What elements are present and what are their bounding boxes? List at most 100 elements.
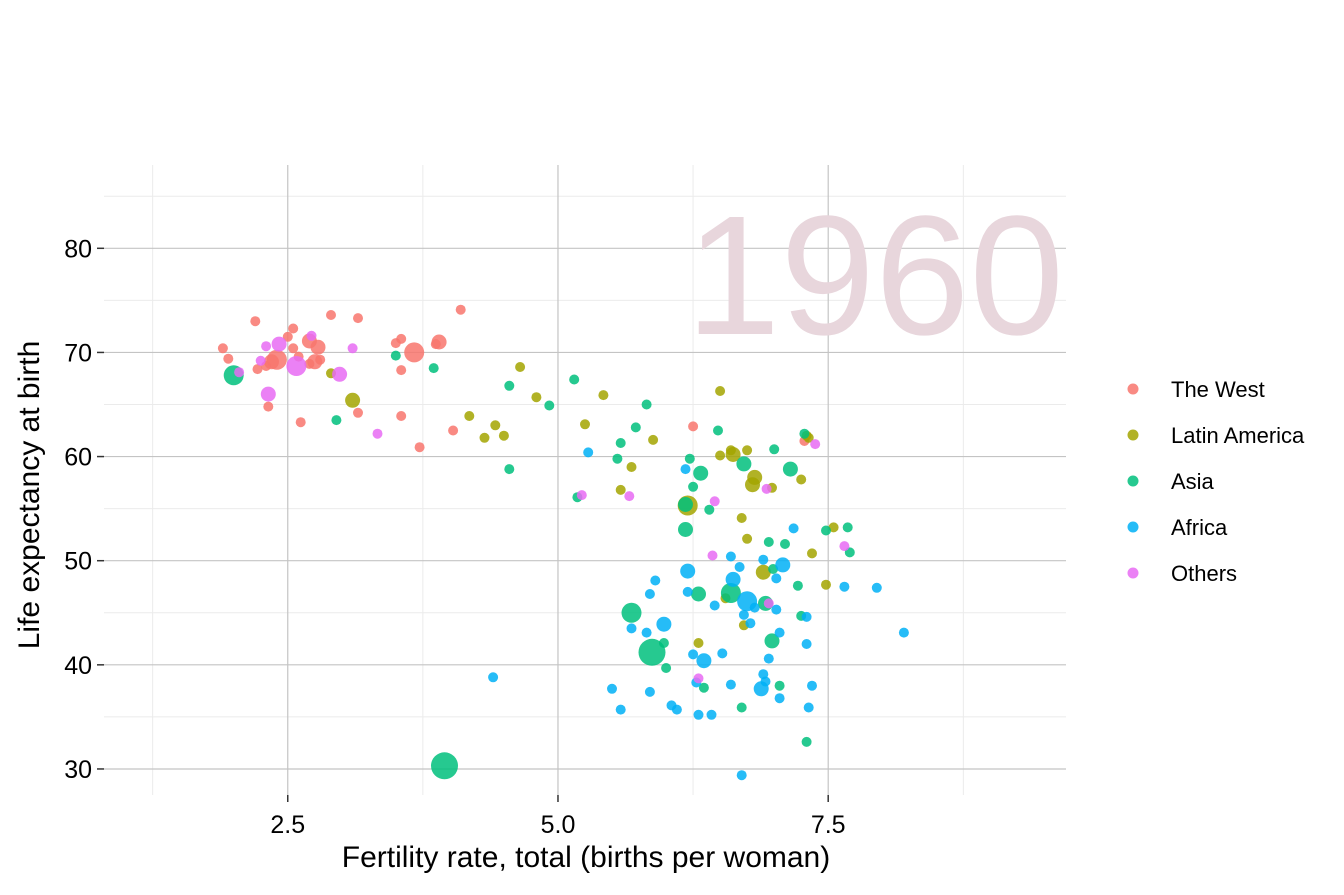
data-point <box>282 331 293 342</box>
y-tick-label: 60 <box>64 444 92 472</box>
data-point <box>717 648 728 659</box>
data-point <box>656 616 672 632</box>
data-point <box>310 339 326 355</box>
data-point <box>684 453 695 464</box>
x-tick-label: 2.5 <box>270 811 305 839</box>
data-point <box>612 453 623 464</box>
data-point <box>821 579 831 590</box>
data-point <box>624 491 635 502</box>
data-point <box>479 432 490 443</box>
data-point <box>260 386 276 402</box>
y-axis-title: Life expectancy at birth <box>13 341 46 650</box>
data-point <box>774 693 785 704</box>
data-point <box>490 420 501 431</box>
data-point <box>801 611 812 622</box>
data-point <box>431 334 447 350</box>
data-point <box>725 447 741 462</box>
data-point <box>661 663 672 673</box>
data-point <box>828 522 839 533</box>
y-tick-label: 50 <box>64 548 92 576</box>
data-point <box>390 350 401 361</box>
data-point <box>353 407 363 418</box>
data-point <box>725 551 736 562</box>
data-point <box>286 356 307 376</box>
data-point <box>736 513 747 523</box>
data-point <box>688 481 699 492</box>
data-point <box>691 586 706 602</box>
data-point <box>671 704 682 715</box>
year-annotation: 1960 <box>686 181 1064 371</box>
data-point <box>734 562 745 572</box>
data-point <box>488 672 499 683</box>
minor-grid <box>104 165 1066 795</box>
data-point <box>749 602 760 613</box>
data-point <box>782 461 798 477</box>
data-point <box>842 522 853 533</box>
data-point <box>688 649 699 660</box>
data-point <box>252 364 263 375</box>
data-point <box>650 575 661 586</box>
data-point <box>707 550 718 561</box>
data-point <box>688 421 699 432</box>
data-point <box>696 653 712 669</box>
legend-marker <box>1127 383 1139 395</box>
data-point <box>680 563 696 579</box>
data-point <box>250 316 261 327</box>
legend: The West Latin America Asia Africa Others <box>1127 377 1305 586</box>
data-point <box>331 415 342 426</box>
x-axis: 2.5 5.0 7.5 <box>270 795 846 839</box>
data-point <box>396 333 407 344</box>
data-point <box>261 341 272 352</box>
data-points <box>217 304 909 781</box>
data-point <box>742 445 753 456</box>
y-axis: 30 40 50 60 70 80 <box>64 235 104 784</box>
legend-marker <box>1127 475 1139 487</box>
data-point <box>693 638 704 648</box>
data-point <box>569 374 580 385</box>
data-point <box>576 490 587 501</box>
data-point <box>704 504 715 515</box>
legend-marker <box>1127 567 1139 579</box>
data-point <box>788 523 799 534</box>
legend-label: The West <box>1171 377 1265 402</box>
data-point <box>713 425 723 436</box>
data-point <box>455 304 466 315</box>
data-point <box>615 704 626 715</box>
data-point <box>353 313 363 324</box>
data-point <box>315 354 326 365</box>
data-point <box>288 323 299 334</box>
data-point <box>839 541 850 552</box>
data-point <box>792 580 803 591</box>
data-point <box>641 399 652 410</box>
data-point <box>630 422 641 433</box>
y-tick-label: 70 <box>64 339 92 367</box>
data-point <box>504 380 515 391</box>
data-point <box>801 736 812 747</box>
y-tick-label: 40 <box>64 652 92 680</box>
x-tick-label: 7.5 <box>811 811 846 839</box>
data-point <box>263 401 274 412</box>
data-point <box>515 362 526 372</box>
data-point <box>404 342 425 363</box>
legend-marker <box>1127 521 1139 533</box>
data-point <box>736 770 747 781</box>
data-point <box>839 581 850 592</box>
data-point <box>414 442 425 453</box>
data-point <box>758 554 769 565</box>
data-point <box>428 363 439 374</box>
data-point <box>736 702 747 713</box>
data-point <box>295 417 306 428</box>
data-point <box>626 623 637 634</box>
data-point <box>255 355 266 366</box>
data-point <box>615 484 626 495</box>
data-point <box>583 447 594 458</box>
data-point <box>693 709 704 720</box>
data-point <box>706 709 717 720</box>
y-tick-label: 80 <box>64 235 92 263</box>
data-point <box>498 430 509 441</box>
data-point <box>638 638 666 666</box>
data-point <box>345 392 361 408</box>
data-point <box>288 343 299 354</box>
